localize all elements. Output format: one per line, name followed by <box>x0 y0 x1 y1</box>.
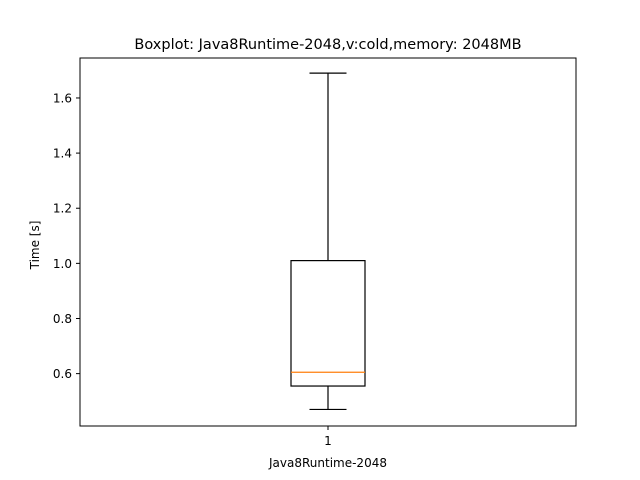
iqr-box <box>290 260 366 387</box>
y-tick-label: 1.6 <box>53 91 72 105</box>
y-tick-label: 1.4 <box>53 147 72 161</box>
y-tick-label: 1.2 <box>53 202 72 216</box>
y-tick-label: 1.0 <box>53 257 72 271</box>
y-tick-label: 0.8 <box>53 312 72 326</box>
x-tick-label: 1 <box>324 434 332 448</box>
y-axis-label: Time [s] <box>28 221 42 271</box>
x-axis-label: Java8Runtime-2048 <box>268 456 387 470</box>
y-tick-label: 0.6 <box>53 367 72 381</box>
plot-area: 0.6 0.8 1.0 1.2 1.4 1.6 1 <box>53 57 577 448</box>
chart-title: Boxplot: Java8Runtime-2048,v:cold,memory… <box>134 37 521 53</box>
